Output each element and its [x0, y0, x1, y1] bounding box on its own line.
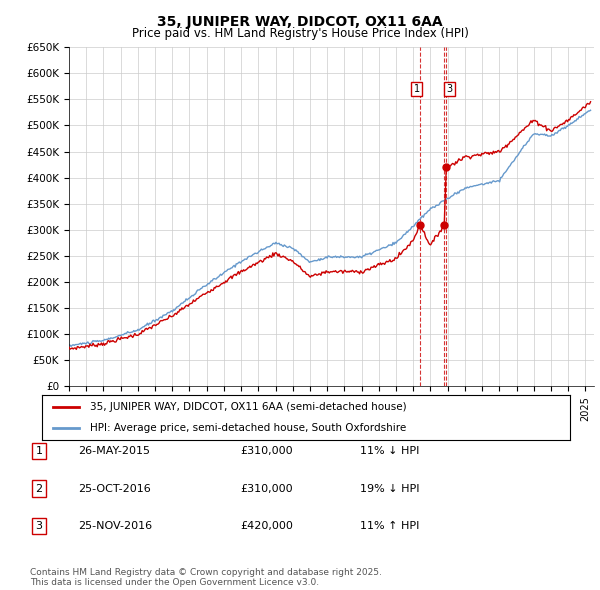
Text: 11% ↑ HPI: 11% ↑ HPI: [360, 521, 419, 530]
Text: 3: 3: [446, 84, 452, 94]
Text: 1: 1: [35, 447, 43, 456]
Text: 25-OCT-2016: 25-OCT-2016: [78, 484, 151, 493]
Text: Price paid vs. HM Land Registry's House Price Index (HPI): Price paid vs. HM Land Registry's House …: [131, 27, 469, 40]
Text: 26-MAY-2015: 26-MAY-2015: [78, 447, 150, 456]
Text: 3: 3: [35, 521, 43, 530]
Text: 1: 1: [413, 84, 420, 94]
Text: 25-NOV-2016: 25-NOV-2016: [78, 521, 152, 530]
Text: 2: 2: [35, 484, 43, 493]
Text: £310,000: £310,000: [240, 484, 293, 493]
Text: 35, JUNIPER WAY, DIDCOT, OX11 6AA: 35, JUNIPER WAY, DIDCOT, OX11 6AA: [157, 15, 443, 29]
Text: HPI: Average price, semi-detached house, South Oxfordshire: HPI: Average price, semi-detached house,…: [89, 422, 406, 432]
Text: £310,000: £310,000: [240, 447, 293, 456]
Text: 19% ↓ HPI: 19% ↓ HPI: [360, 484, 419, 493]
Text: Contains HM Land Registry data © Crown copyright and database right 2025.
This d: Contains HM Land Registry data © Crown c…: [30, 568, 382, 587]
Text: 35, JUNIPER WAY, DIDCOT, OX11 6AA (semi-detached house): 35, JUNIPER WAY, DIDCOT, OX11 6AA (semi-…: [89, 402, 406, 412]
Text: £420,000: £420,000: [240, 521, 293, 530]
Text: 11% ↓ HPI: 11% ↓ HPI: [360, 447, 419, 456]
